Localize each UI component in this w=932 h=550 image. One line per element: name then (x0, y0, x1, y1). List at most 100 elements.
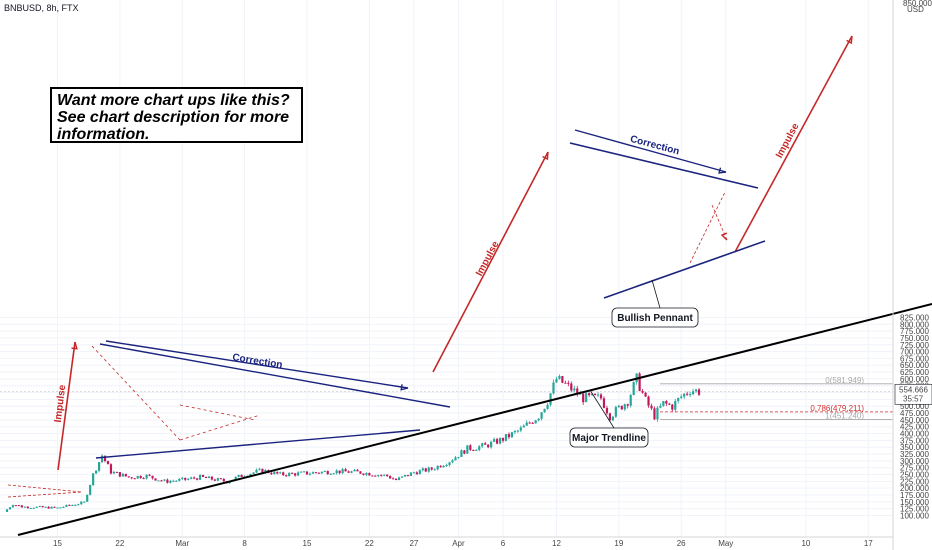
candle-body (617, 405, 620, 408)
candle-body (207, 476, 211, 479)
pattern-line (179, 404, 256, 421)
candle-body (424, 468, 427, 472)
candle-body (463, 450, 466, 454)
candle-body (5, 509, 9, 512)
candle-body (151, 475, 154, 479)
candle-body (332, 473, 335, 475)
price-tick-label: 700.000 (900, 348, 929, 357)
price-tick-label: 375.000 (900, 436, 929, 445)
candle-body (362, 473, 365, 475)
candle-body (172, 480, 175, 482)
candle-body (507, 434, 511, 438)
candle-body (338, 470, 341, 474)
candle-body (632, 382, 635, 395)
candle-body (326, 471, 329, 475)
candle-body (588, 393, 591, 396)
candle-body (106, 461, 110, 465)
fib-retracement-levels: 0(581.949) 0.786(479.211)1(451.240) (660, 376, 893, 421)
currency-label: USD (907, 5, 924, 14)
candle-body (273, 471, 276, 475)
candle-body (472, 449, 475, 451)
candle-body (525, 422, 528, 426)
candle-body (386, 474, 389, 477)
candle-body (154, 478, 157, 481)
time-tick-label: 22 (115, 539, 124, 548)
candle-body (671, 404, 674, 410)
time-tick-label: Mar (175, 539, 189, 548)
symbol-label: BNBUSD, 8h, FTX (4, 3, 79, 13)
candle-body (481, 443, 484, 447)
candle-body (89, 484, 92, 495)
price-tick-label: 325.000 (900, 450, 929, 459)
candle-body (264, 469, 267, 473)
candle-body (350, 471, 353, 473)
candle-body (187, 478, 190, 480)
candle-body (124, 473, 127, 477)
time-tick-label: Apr (452, 539, 465, 548)
candle-body (582, 393, 585, 403)
price-tick-label: 175.000 (900, 491, 929, 500)
candle-body (561, 376, 564, 383)
candle-body (97, 462, 101, 471)
correction-upper-line-1 (99, 343, 451, 408)
candle-body (86, 494, 89, 502)
candle-body (638, 373, 641, 391)
candle-body (534, 420, 537, 424)
candle-body (400, 476, 404, 478)
price-tick-label: 750.000 (900, 334, 929, 343)
correction-arrow-1 (105, 340, 409, 389)
price-tick-label: 800.000 (900, 320, 929, 329)
candle-body (552, 382, 555, 394)
candle-body (100, 455, 104, 463)
candle-body (255, 469, 258, 473)
candle-body (608, 413, 612, 421)
candle-body (573, 388, 576, 391)
callout-line-1: Want more chart ups like this? (57, 92, 290, 109)
time-tick-label: May (718, 539, 733, 548)
candle-body (198, 475, 202, 480)
candle-body (611, 416, 614, 421)
candle-body (576, 388, 579, 395)
candle-body (689, 394, 692, 396)
time-tick-label: 22 (365, 539, 374, 548)
candle-body (261, 468, 264, 473)
candle-body (602, 398, 606, 408)
candle-body (160, 480, 163, 482)
candle-body (451, 460, 454, 463)
candle-body (181, 477, 184, 479)
candle-body (383, 474, 386, 476)
correction-arrow-2 (574, 129, 727, 173)
candle-body (103, 455, 107, 462)
time-tick-label: 27 (409, 539, 418, 548)
candle-body (252, 472, 255, 474)
candle-body (145, 474, 148, 479)
price-axis[interactable]: 850.000 825.000800.000775.000750.000725.0… (892, 0, 932, 550)
candle-body (258, 468, 261, 470)
impulse-label-1: Impulse (53, 384, 69, 423)
trendline-pointer (589, 389, 615, 429)
candle-body (543, 408, 546, 413)
major-trendline (17, 303, 932, 536)
candle-body (674, 400, 677, 410)
candle-body (448, 462, 451, 466)
price-tick-label: 275.000 (900, 464, 929, 473)
time-tick-label: 15 (303, 539, 312, 548)
candle-body (296, 472, 300, 476)
flag-line (7, 491, 83, 498)
candle-body (299, 471, 303, 473)
candle-body (335, 470, 338, 474)
candle-body (394, 478, 398, 480)
candle-body (686, 393, 689, 395)
time-axis[interactable]: 15 22 Mar 8 15 22 27 Apr 6 12 19 26 May 10 17 (0, 536, 893, 548)
candle-body (136, 475, 139, 479)
candle-body (668, 403, 671, 405)
candle-body (163, 479, 166, 481)
price-tick-label: 100.000 (900, 512, 929, 521)
current-price-label: 554.666 (899, 385, 928, 394)
candle-body (585, 393, 588, 403)
candle-body (641, 390, 644, 393)
candle-body (596, 394, 600, 396)
candle-body (427, 467, 430, 472)
price-tick-label: 250.000 (900, 471, 929, 480)
